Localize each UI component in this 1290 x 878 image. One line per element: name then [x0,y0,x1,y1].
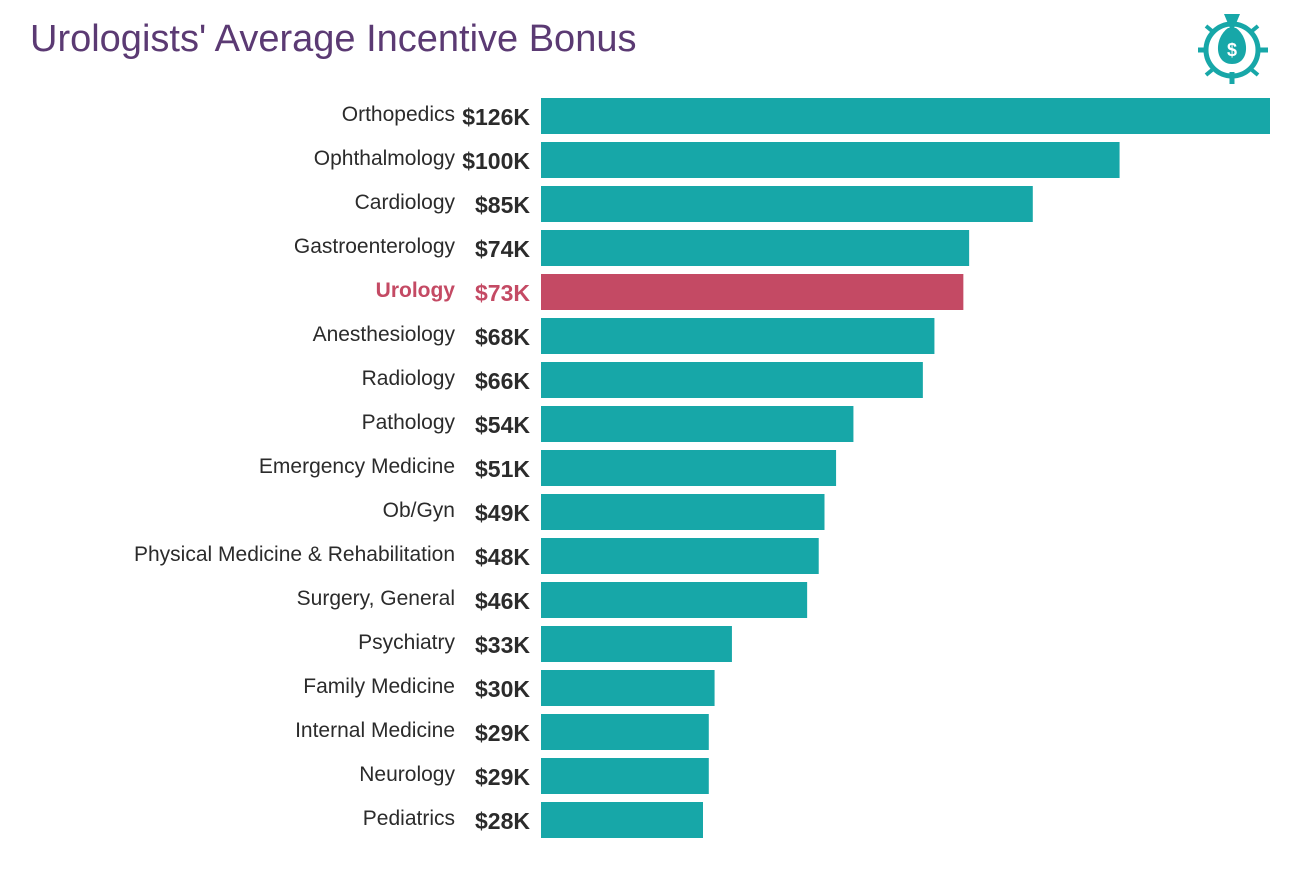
category-label: Pathology [362,411,456,434]
category-label: Anesthesiology [313,323,456,346]
bar [541,98,1270,134]
category-label: Physical Medicine & Rehabilitation [134,543,455,566]
category-label: Family Medicine [303,675,455,698]
bar [541,538,819,574]
category-label: Psychiatry [358,631,455,654]
value-label: $46K [475,588,530,614]
value-label: $68K [475,324,530,350]
value-label: $54K [475,412,530,438]
value-label: $100K [462,148,530,174]
bar [541,318,935,354]
category-label: Pediatrics [363,807,455,830]
bar [541,758,709,794]
bar [541,450,837,486]
bar [541,362,923,398]
value-label: $126K [462,104,530,130]
bar [541,582,808,618]
bar [541,802,703,838]
svg-text:$: $ [1227,40,1237,60]
value-label: $29K [475,720,530,746]
bar [541,714,709,750]
bar [541,494,825,530]
bar [541,626,732,662]
value-label: $85K [475,192,530,218]
value-label: $74K [475,236,530,262]
bar [541,186,1033,222]
value-label: $49K [475,500,530,526]
bar [541,274,964,310]
money-bag-target-icon: $ [1198,14,1268,84]
value-label: $48K [475,544,530,570]
value-label: $28K [475,808,530,834]
bar [541,406,854,442]
value-label: $33K [475,632,530,658]
category-label: Orthopedics [342,103,455,126]
value-label: $30K [475,676,530,702]
category-label: Cardiology [355,191,456,214]
category-label: Internal Medicine [295,719,455,742]
category-label: Surgery, General [297,587,455,610]
category-label: Ophthalmology [314,147,456,170]
category-label: Ob/Gyn [383,499,455,522]
value-label: $73K [475,280,530,306]
chart-title: Urologists' Average Incentive Bonus [30,18,637,60]
category-label: Neurology [359,763,455,786]
value-label: $66K [475,368,530,394]
bar [541,670,715,706]
bar [541,230,970,266]
category-label: Emergency Medicine [259,455,455,478]
value-label: $29K [475,764,530,790]
category-label: Gastroenterology [294,235,456,258]
value-label: $51K [475,456,530,482]
category-label: Radiology [362,367,456,390]
category-label: Urology [376,279,456,302]
bar [541,142,1120,178]
